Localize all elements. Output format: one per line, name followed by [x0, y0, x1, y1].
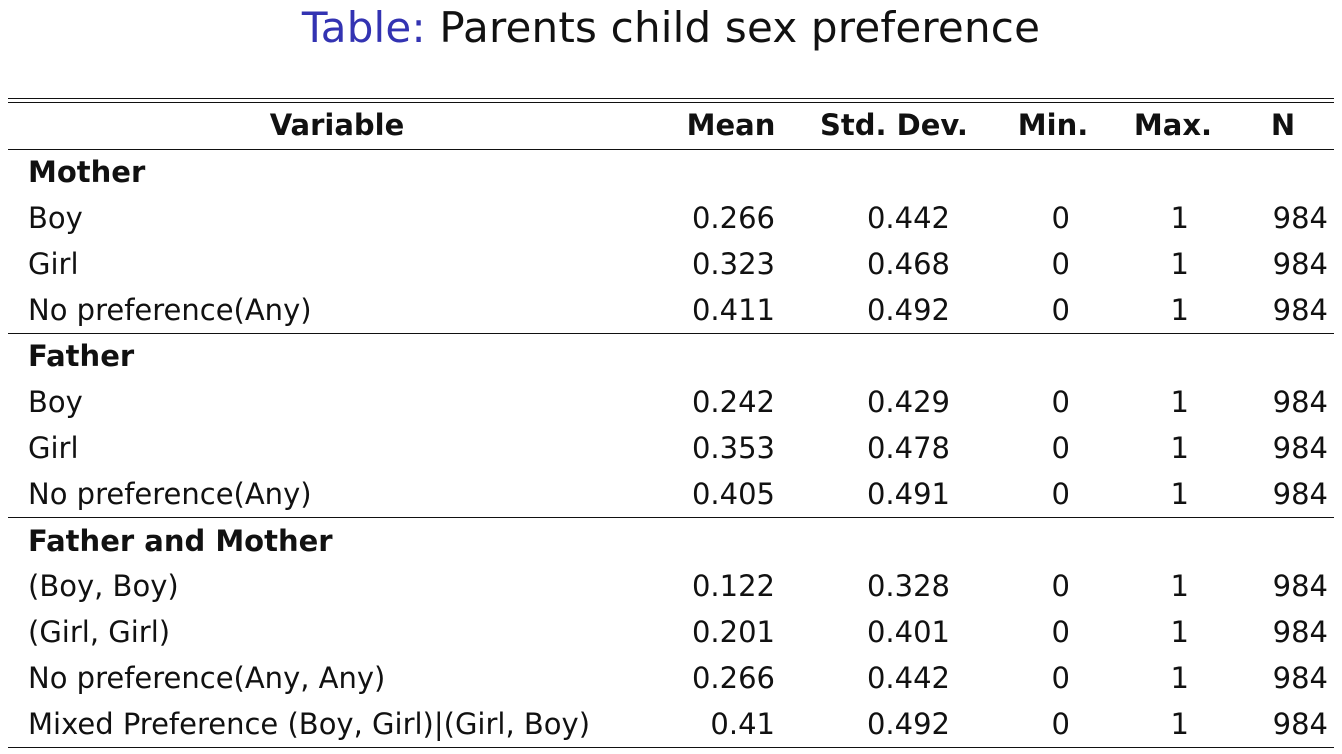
mean-cell: 0.411: [691, 292, 775, 327]
std-dev-cell: 0.429: [866, 385, 950, 420]
min-cell: 0: [1051, 292, 1070, 327]
group-row-father-and-mother: Father and Mother: [8, 517, 1334, 564]
mean-cell: 0.122: [691, 569, 775, 604]
min-cell: 0: [1051, 615, 1070, 650]
std-dev-cell: 0.492: [796, 701, 992, 749]
n-cell: 984: [1272, 615, 1328, 650]
n-cell: 984: [1272, 660, 1328, 695]
top-rule: [8, 98, 1334, 99]
min-cell: 0: [1051, 430, 1070, 465]
variable-cell: Girl: [28, 246, 79, 281]
min-cell: 0: [1051, 569, 1070, 604]
column-header-std-dev: Std. Dev.: [796, 103, 992, 150]
max-cell: 1: [1170, 385, 1189, 420]
mean-cell: 0.266: [691, 200, 775, 235]
column-header-n: N: [1232, 103, 1334, 150]
header-row: Variable Mean Std. Dev. Min. Max. N: [8, 103, 1334, 150]
n-cell: 984: [1272, 200, 1328, 235]
std-dev-cell: 0.491: [866, 476, 950, 511]
min-cell: 0: [1051, 385, 1070, 420]
table-row: No preference(Any) 0.411 0.492 0 1 984: [8, 287, 1334, 333]
caption-prefix: Table:: [301, 3, 426, 52]
table-row: No preference(Any, Any) 0.266 0.442 0 1 …: [8, 656, 1334, 702]
n-cell: 984: [1272, 569, 1328, 604]
std-dev-cell: 0.468: [866, 246, 950, 281]
mean-cell: 0.242: [691, 385, 775, 420]
max-cell: 1: [1170, 292, 1189, 327]
top-rule-second: [8, 102, 1334, 103]
column-header-min: Min.: [992, 103, 1114, 150]
n-cell: 984: [1272, 430, 1328, 465]
std-dev-cell: 0.478: [866, 430, 950, 465]
table-row: Girl 0.353 0.478 0 1 984: [8, 426, 1334, 472]
table-row: Boy 0.242 0.429 0 1 984: [8, 380, 1334, 426]
table-row: Girl 0.323 0.468 0 1 984: [8, 241, 1334, 287]
min-cell: 0: [992, 701, 1114, 749]
max-cell: 1: [1170, 246, 1189, 281]
min-cell: 0: [1051, 660, 1070, 695]
variable-cell: No preference(Any, Any): [28, 660, 386, 695]
variable-cell: Boy: [28, 200, 83, 235]
group-label: Mother: [28, 155, 146, 190]
max-cell: 1: [1170, 660, 1189, 695]
variable-cell: (Girl, Girl): [28, 615, 171, 650]
column-header-variable: Variable: [8, 103, 666, 150]
variable-cell: No preference(Any): [28, 476, 312, 511]
group-row-father: Father: [8, 332, 1334, 380]
variable-cell: (Boy, Boy): [28, 569, 179, 604]
max-cell: 1: [1170, 200, 1189, 235]
variable-cell: No preference(Any): [28, 292, 312, 327]
n-cell: 984: [1272, 292, 1328, 327]
table-caption: Table: Parents child sex preference: [0, 2, 1342, 54]
max-cell: 1: [1170, 615, 1189, 650]
mean-cell: 0.201: [691, 615, 775, 650]
mean-cell: 0.266: [691, 660, 775, 695]
std-dev-cell: 0.328: [866, 569, 950, 604]
group-label: Father: [8, 332, 1334, 380]
n-cell: 984: [1272, 246, 1328, 281]
max-cell: 1: [1170, 569, 1189, 604]
n-cell: 984: [1272, 385, 1328, 420]
std-dev-cell: 0.442: [866, 660, 950, 695]
summary-table-container: Variable Mean Std. Dev. Min. Max. N Moth…: [8, 98, 1334, 749]
min-cell: 0: [1051, 246, 1070, 281]
caption-text: Parents child sex preference: [439, 3, 1041, 52]
mean-cell: 0.405: [691, 476, 775, 511]
min-cell: 0: [1051, 476, 1070, 511]
mean-cell: 0.353: [691, 430, 775, 465]
variable-cell: Girl: [28, 430, 79, 465]
column-header-max: Max.: [1114, 103, 1232, 150]
group-label: Father and Mother: [8, 517, 1334, 564]
summary-statistics-table: Variable Mean Std. Dev. Min. Max. N Moth…: [8, 103, 1334, 749]
min-cell: 0: [1051, 200, 1070, 235]
max-cell: 1: [1170, 430, 1189, 465]
max-cell: 1: [1170, 476, 1189, 511]
max-cell: 1: [1114, 701, 1232, 749]
table-row: Boy 0.266 0.442 0 1 984: [8, 196, 1334, 242]
n-cell: 984: [1232, 701, 1334, 749]
variable-cell: Mixed Preference (Boy, Girl)|(Girl, Boy): [8, 701, 666, 749]
group-row-mother: Mother: [8, 149, 1334, 195]
table-row: Mixed Preference (Boy, Girl)|(Girl, Boy)…: [8, 701, 1334, 749]
std-dev-cell: 0.401: [866, 615, 950, 650]
column-header-mean: Mean: [666, 103, 796, 150]
std-dev-cell: 0.492: [866, 292, 950, 327]
mean-cell: 0.323: [691, 246, 775, 281]
table-row: (Boy, Boy) 0.122 0.328 0 1 984: [8, 564, 1334, 610]
mean-cell: 0.41: [666, 701, 796, 749]
variable-cell: Boy: [28, 385, 83, 420]
table-row: (Girl, Girl) 0.201 0.401 0 1 984: [8, 610, 1334, 656]
n-cell: 984: [1272, 476, 1328, 511]
std-dev-cell: 0.442: [866, 200, 950, 235]
table-row: No preference(Any) 0.405 0.491 0 1 984: [8, 471, 1334, 517]
